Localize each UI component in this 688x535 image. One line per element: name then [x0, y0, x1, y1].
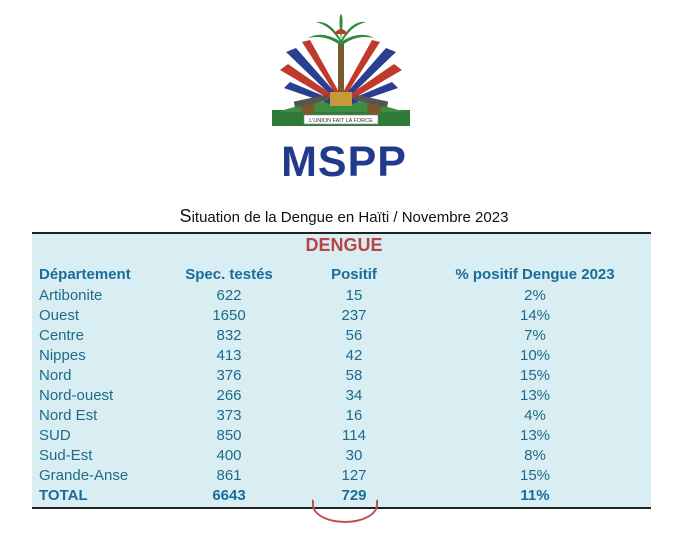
cell-percent: 13%	[519, 427, 551, 444]
cell-percent: 8%	[524, 447, 546, 464]
header-department: Département	[39, 266, 131, 283]
cell-positive: 56	[345, 327, 363, 344]
table-row: Artibonite 622 15 2%	[32, 286, 651, 306]
cell-department: Nord	[39, 367, 72, 384]
table-panel	[32, 232, 651, 509]
cell-positive: 15	[345, 287, 363, 304]
total-label: TOTAL	[39, 487, 88, 504]
table-row: Sud-Est 400 30 8%	[32, 446, 651, 466]
cell-positive: 30	[345, 447, 363, 464]
emblem-liberty-cap	[334, 29, 348, 34]
cell-positive: 58	[345, 367, 363, 384]
table-row: SUD 850 114 13%	[32, 426, 651, 446]
header-positive: Positif	[331, 266, 377, 283]
haiti-coat-of-arms-icon: L'UNION FAIT LA FORCE	[272, 14, 410, 126]
emblem-palm-trunk	[338, 42, 344, 104]
cell-tested: 373	[216, 407, 242, 424]
highlight-circle-mark	[312, 499, 378, 523]
table-row: Nord 376 58 15%	[32, 366, 651, 386]
cell-percent: 15%	[519, 367, 551, 384]
cell-percent: 4%	[524, 407, 546, 424]
cell-tested: 850	[216, 427, 242, 444]
table-row: Ouest 1650 237 14%	[32, 306, 651, 326]
cell-positive: 42	[345, 347, 363, 364]
cell-tested: 861	[216, 467, 242, 484]
table-row: Nippes 413 42 10%	[32, 346, 651, 366]
cell-positive: 114	[342, 427, 366, 444]
emblem-cannon-right	[353, 94, 389, 108]
cell-department: Sud-Est	[39, 447, 93, 464]
cell-department: Nippes	[39, 347, 86, 364]
cell-department: Artibonite	[39, 287, 103, 304]
cell-positive: 127	[341, 467, 367, 484]
logo-text: MSPP	[281, 138, 407, 186]
cell-tested: 1650	[212, 307, 246, 324]
dengue-table: Département Spec. testés Positif % posit…	[32, 264, 651, 506]
cell-positive: 237	[341, 307, 367, 324]
cell-percent: 14%	[519, 307, 551, 324]
table-row: Centre 832 56 7%	[32, 326, 651, 346]
emblem-motto: L'UNION FAIT LA FORCE	[309, 118, 373, 124]
emblem-drum	[330, 92, 352, 106]
total-tested: 6643	[212, 487, 246, 504]
cell-tested: 376	[216, 367, 242, 384]
header-percent: % positif Dengue 2023	[455, 266, 615, 283]
cell-percent: 10%	[519, 347, 551, 364]
page-title-initial: S	[179, 206, 192, 226]
table-row: Nord-ouest 266 34 13%	[32, 386, 651, 406]
cell-department: Centre	[39, 327, 85, 344]
cell-positive: 16	[345, 407, 363, 424]
cell-department: Nord-ouest	[39, 387, 114, 404]
cell-tested: 400	[216, 447, 242, 464]
cell-department: Nord Est	[39, 407, 98, 424]
table-row: Grande-Anse 861 127 15%	[32, 466, 651, 486]
cell-positive: 34	[345, 387, 363, 404]
table-header-row: Département Spec. testés Positif % posit…	[32, 264, 651, 286]
table-title: DENGUE	[305, 235, 383, 255]
cell-percent: 13%	[519, 387, 551, 404]
cell-department: SUD	[39, 427, 71, 444]
page-title: Situation de la Dengue en Haïti / Novemb…	[0, 206, 688, 228]
cell-percent: 2%	[524, 287, 546, 304]
cell-department: Ouest	[39, 307, 80, 324]
total-percent: 11%	[520, 487, 550, 504]
header-tested: Spec. testés	[185, 266, 273, 283]
table-row: Nord Est 373 16 4%	[32, 406, 651, 426]
emblem-ribbon	[303, 114, 379, 125]
emblem-cannon-left	[293, 94, 329, 108]
cell-tested: 413	[216, 347, 242, 364]
cell-tested: 622	[216, 287, 242, 304]
cell-tested: 832	[216, 327, 242, 344]
cell-percent: 15%	[519, 467, 551, 484]
cell-percent: 7%	[524, 327, 546, 344]
page-title-rest: ituation de la Dengue en Haïti / Novembr…	[191, 209, 509, 226]
cell-department: Grande-Anse	[39, 467, 129, 484]
cell-tested: 266	[216, 387, 242, 404]
